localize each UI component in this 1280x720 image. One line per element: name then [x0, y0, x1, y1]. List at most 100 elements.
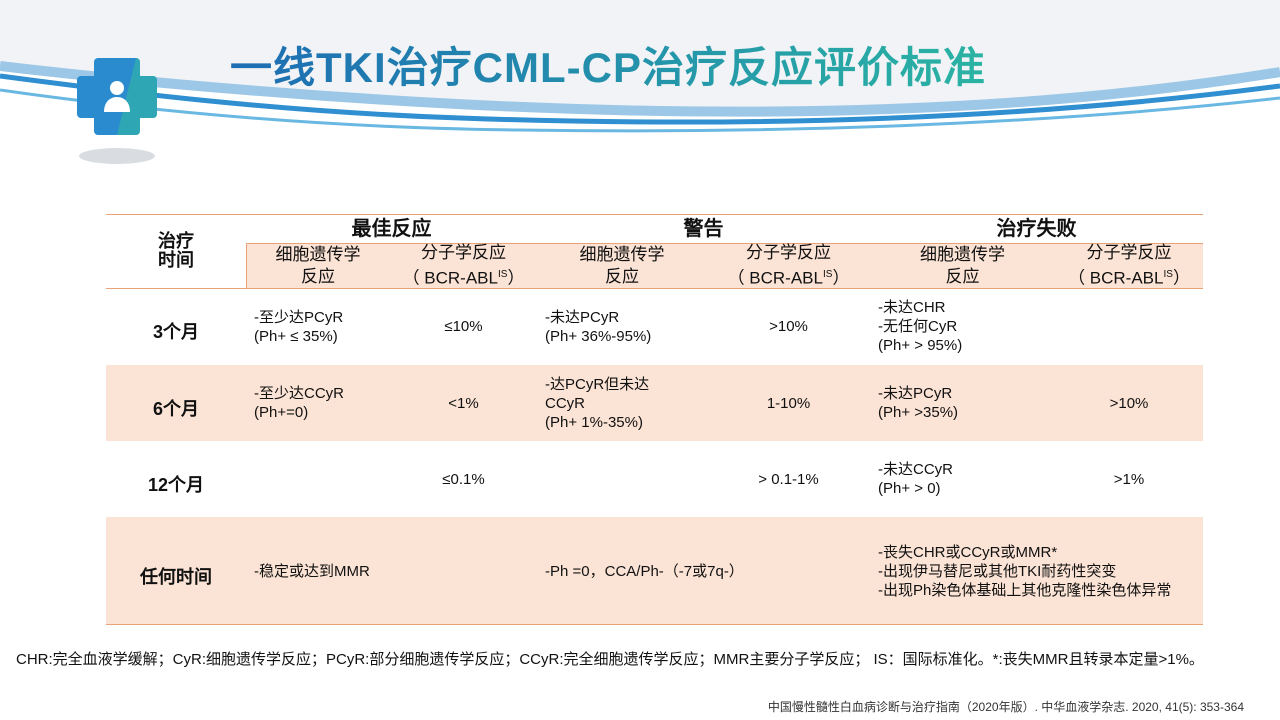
table-cell	[1055, 288, 1203, 365]
cell-text: -Ph =0，CCA/Ph-（-7或7q-）	[545, 562, 744, 580]
cell-text: (Ph+ 36%-95%)	[545, 327, 652, 345]
citation: 中国慢性髓性白血病诊断与治疗指南（2020年版）. 中华血液学杂志. 2020,…	[767, 700, 1244, 714]
cell-text: -未达CHR	[878, 299, 946, 316]
table-cell: >10%	[1055, 365, 1203, 441]
subheader: 分子学反应（ BCR-ABLIS）	[390, 243, 537, 288]
table-cell	[390, 517, 537, 625]
cell-text: -出现Ph染色体基础上其他克隆性染色体异常	[878, 581, 1172, 599]
row-bg	[106, 517, 1203, 625]
subheader-text: ）	[1172, 268, 1190, 288]
cell-text: 1-10%	[766, 394, 811, 412]
subheader-text: 细胞遗传学	[920, 244, 1005, 264]
group-text: 警告	[683, 217, 724, 240]
row-label: 12个月	[106, 447, 246, 523]
group-text: 最佳反应	[351, 217, 432, 240]
table-cell	[537, 441, 707, 517]
row-label: 3个月	[106, 294, 246, 371]
subheader-text: 细胞遗传学	[579, 244, 665, 264]
rule	[246, 243, 1203, 244]
title: 一线TKI治疗CML-CP治疗反应评价标准	[230, 34, 986, 95]
rule	[106, 288, 1203, 289]
group-header: 治疗失败	[870, 214, 1203, 244]
subheader-text: 反应	[945, 266, 980, 286]
cell-text: -无任何CyR	[878, 318, 958, 335]
table-cell: -达PCyR但未达 CCyR (Ph+ 1%-35%)	[537, 365, 707, 441]
cell-text: (Ph+ > 0)	[878, 480, 941, 497]
cell-text: >1%	[1113, 470, 1145, 488]
cell-text: >10%	[769, 318, 808, 335]
table-cell: >1%	[1055, 441, 1203, 517]
table-cell	[246, 441, 390, 517]
subheader-text: （ BCR-ABL	[1068, 268, 1164, 288]
header-bg	[246, 243, 1203, 288]
superscript: IS	[1163, 268, 1173, 280]
cell-text: ≤10%	[444, 318, 483, 335]
subheader-line: （ BCR-ABLIS）	[728, 264, 850, 290]
subheader-text: 反应	[301, 266, 335, 286]
cell-text: (Ph+=0)	[254, 404, 309, 421]
group-header: 最佳反应	[246, 214, 537, 244]
header-text: 治疗	[158, 231, 194, 251]
table-cell	[1055, 517, 1203, 625]
table-cell: -丧失CHR或CCyR或MMR* -出现伊马替尼或其他TKI耐药性突变 -出现Ph染…	[870, 517, 1171, 625]
row-label-text: 3个月	[152, 322, 199, 342]
cell-text: (Ph+ 1%-35%)	[545, 413, 643, 431]
cell-text: -稳定或达到MMR	[254, 562, 370, 580]
subheader-text: ）	[832, 268, 850, 288]
cell-text: (Ph+ >35%)	[878, 404, 959, 421]
cell-text: -未达PCyR	[878, 385, 953, 402]
subheader: 细胞遗传学 反应	[246, 243, 390, 288]
row-label: 任何时间	[106, 523, 246, 631]
superscript: IS	[497, 268, 508, 280]
cell-text: (Ph+ > 95%)	[878, 337, 963, 354]
subheader-text: 反应	[605, 266, 639, 286]
row-bg	[106, 365, 1203, 441]
rule	[106, 624, 1203, 625]
cell-text: -未达CCyR	[878, 461, 953, 478]
subheader: 分子学反应 （ BCR-ABLIS）	[1055, 243, 1203, 288]
table-cell: -至少达PCyR (Ph+ ≤ 35%)	[246, 288, 390, 365]
subheader-text: 分子学反应	[746, 242, 831, 262]
group-header: 警告	[537, 214, 870, 244]
cell-text: -丧失CHR或CCyR或MMR*	[878, 543, 1058, 561]
table-cell: -未达CCyR (Ph+ > 0)	[870, 441, 1055, 517]
cell-text: -出现伊马替尼或其他TKI耐药性突变	[878, 562, 1117, 580]
rule	[106, 214, 1203, 215]
table-cell	[707, 517, 870, 625]
row-label-text: 任何时间	[140, 566, 212, 587]
cell-text: -至少达CCyR	[254, 385, 344, 402]
subheader-line: （ BCR-ABLIS）	[403, 264, 525, 290]
table-cell: > 0.1-1%	[707, 441, 870, 517]
subheader-text: （ BCR-ABL	[727, 268, 823, 288]
table-cell: -稳定或达到MMR	[246, 517, 390, 625]
subheader-text: 分子学反应	[421, 242, 506, 262]
cell-text: -未达PCyR	[545, 308, 620, 326]
subheader: 细胞遗传学 反应	[870, 243, 1055, 288]
group-text: 治疗失败	[996, 217, 1077, 240]
table-cell: -未达CHR -无任何CyR (Ph+ > 95%)	[870, 288, 1055, 365]
table-cell: -未达PCyR (Ph+ >35%)	[870, 365, 1055, 441]
cell-text: (Ph+ ≤ 35%)	[254, 327, 338, 345]
row-label-text: 12个月	[147, 474, 205, 495]
cell-text: ≤0.1%	[442, 470, 485, 488]
footnote: CHR:完全血液学缓解；CyR:细胞遗传学反应；PCyR:部分细胞遗传学反应；C…	[16, 651, 1204, 668]
table-cell: -未达PCyR (Ph+ 36%-95%)	[537, 288, 707, 365]
table-cell: <1%	[390, 365, 537, 441]
cell-text: <1%	[448, 394, 479, 412]
subheader: 分子学反应（ BCR-ABLIS）	[707, 243, 870, 288]
table-cell: ≤0.1%	[390, 441, 537, 517]
subheader-text: ）	[507, 268, 525, 288]
cell-text: -至少达PCyR	[254, 308, 344, 326]
header-text: 时间	[158, 250, 194, 270]
table-cell: 1-10%	[707, 365, 870, 441]
cell-text: -达PCyR但未达	[545, 375, 650, 393]
row-label: 6个月	[106, 371, 246, 447]
subheader-text: 分子学反应	[1086, 242, 1172, 262]
table-cell: -至少达CCyR (Ph+=0)	[246, 365, 390, 441]
rule	[246, 243, 247, 288]
table-cell: >10%	[707, 288, 870, 365]
table: 治疗 时间 最佳反应 警告 治疗失败 细胞遗传学 反应 分子学反应（ BCR-ABLIS） 细胞…	[106, 214, 1203, 625]
subheader: 细胞遗传学 反应	[537, 243, 707, 288]
